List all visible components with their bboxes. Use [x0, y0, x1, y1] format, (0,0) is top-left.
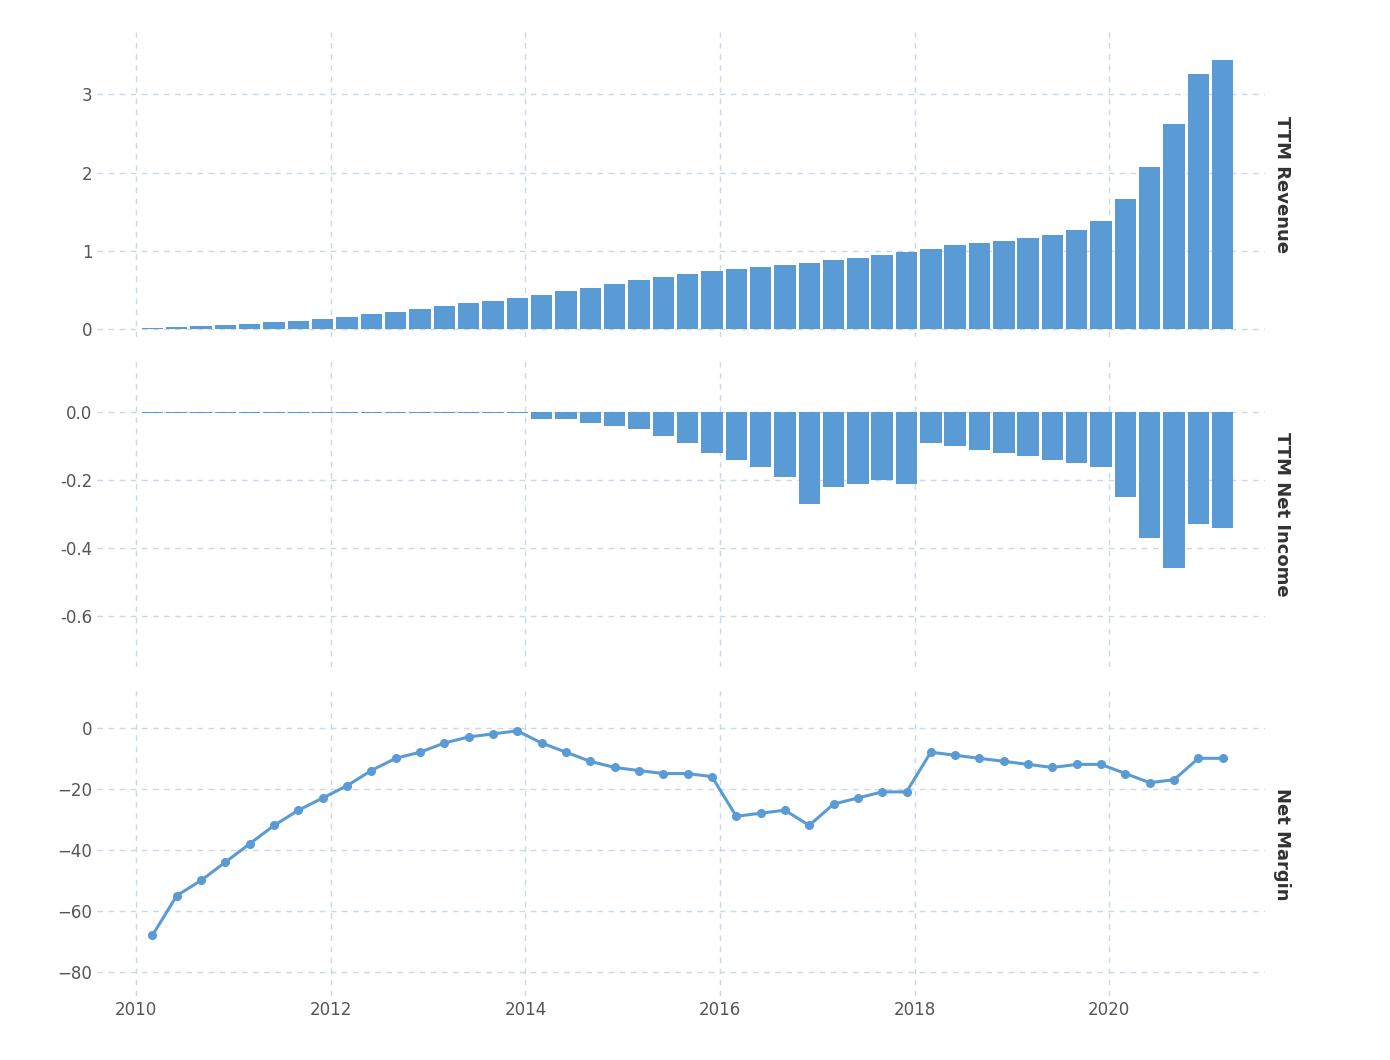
Bar	[531, 295, 552, 330]
Bar	[288, 320, 309, 330]
Bar	[165, 326, 188, 330]
Bar	[1212, 60, 1233, 330]
Bar	[823, 412, 844, 487]
Bar	[142, 328, 163, 330]
Bar	[434, 305, 455, 330]
Bar	[580, 412, 600, 423]
Bar	[798, 412, 820, 504]
Bar	[239, 323, 260, 330]
Bar	[1187, 74, 1209, 330]
Bar	[920, 412, 941, 443]
Bar	[726, 269, 746, 330]
Bar	[677, 273, 698, 330]
Bar	[749, 412, 771, 466]
Bar	[1066, 412, 1087, 463]
Bar	[677, 412, 698, 443]
Bar	[774, 265, 795, 330]
Bar	[920, 249, 941, 330]
Bar	[798, 263, 820, 330]
Bar	[1115, 199, 1136, 330]
Bar	[628, 280, 649, 330]
Bar	[701, 412, 723, 453]
Bar	[969, 243, 990, 330]
Bar	[944, 246, 966, 330]
Bar	[652, 412, 674, 436]
Bar	[1163, 412, 1184, 568]
Bar	[1090, 222, 1112, 330]
Bar	[336, 317, 357, 330]
Bar	[628, 412, 649, 429]
Bar	[555, 412, 577, 419]
Bar	[1187, 412, 1209, 525]
Bar	[311, 319, 334, 330]
Bar	[1163, 124, 1184, 330]
Bar	[214, 325, 236, 330]
Bar	[726, 412, 746, 460]
Bar	[409, 308, 431, 330]
Bar	[1017, 412, 1038, 457]
Bar	[1138, 167, 1161, 330]
Bar	[360, 315, 382, 330]
Bar	[1115, 412, 1136, 497]
Bar	[457, 303, 480, 330]
Bar	[603, 284, 626, 330]
Bar	[895, 412, 917, 483]
Bar	[1212, 412, 1233, 528]
Bar	[701, 271, 723, 330]
Bar	[847, 258, 869, 330]
Y-axis label: Net Margin: Net Margin	[1273, 788, 1290, 900]
Bar	[385, 312, 406, 330]
Y-axis label: TTM Net Income: TTM Net Income	[1273, 431, 1290, 597]
Bar	[847, 412, 869, 483]
Bar	[944, 412, 966, 446]
Bar	[506, 298, 528, 330]
Bar	[823, 261, 844, 330]
Bar	[1066, 230, 1087, 330]
Bar	[555, 290, 577, 330]
Bar	[872, 254, 892, 330]
Y-axis label: TTM Revenue: TTM Revenue	[1273, 116, 1290, 253]
Bar	[1138, 412, 1161, 537]
Bar	[190, 326, 211, 330]
Bar	[774, 412, 795, 477]
Bar	[531, 412, 552, 419]
Bar	[580, 287, 600, 330]
Bar	[603, 412, 626, 426]
Bar	[895, 251, 917, 330]
Bar	[1041, 412, 1063, 460]
Bar	[749, 267, 771, 330]
Bar	[1041, 235, 1063, 330]
Bar	[969, 412, 990, 449]
Bar	[992, 412, 1015, 453]
Bar	[992, 241, 1015, 330]
Bar	[1090, 412, 1112, 466]
Bar	[263, 322, 285, 330]
Bar	[482, 301, 503, 330]
Bar	[872, 412, 892, 480]
Bar	[652, 277, 674, 330]
Bar	[1017, 238, 1038, 330]
